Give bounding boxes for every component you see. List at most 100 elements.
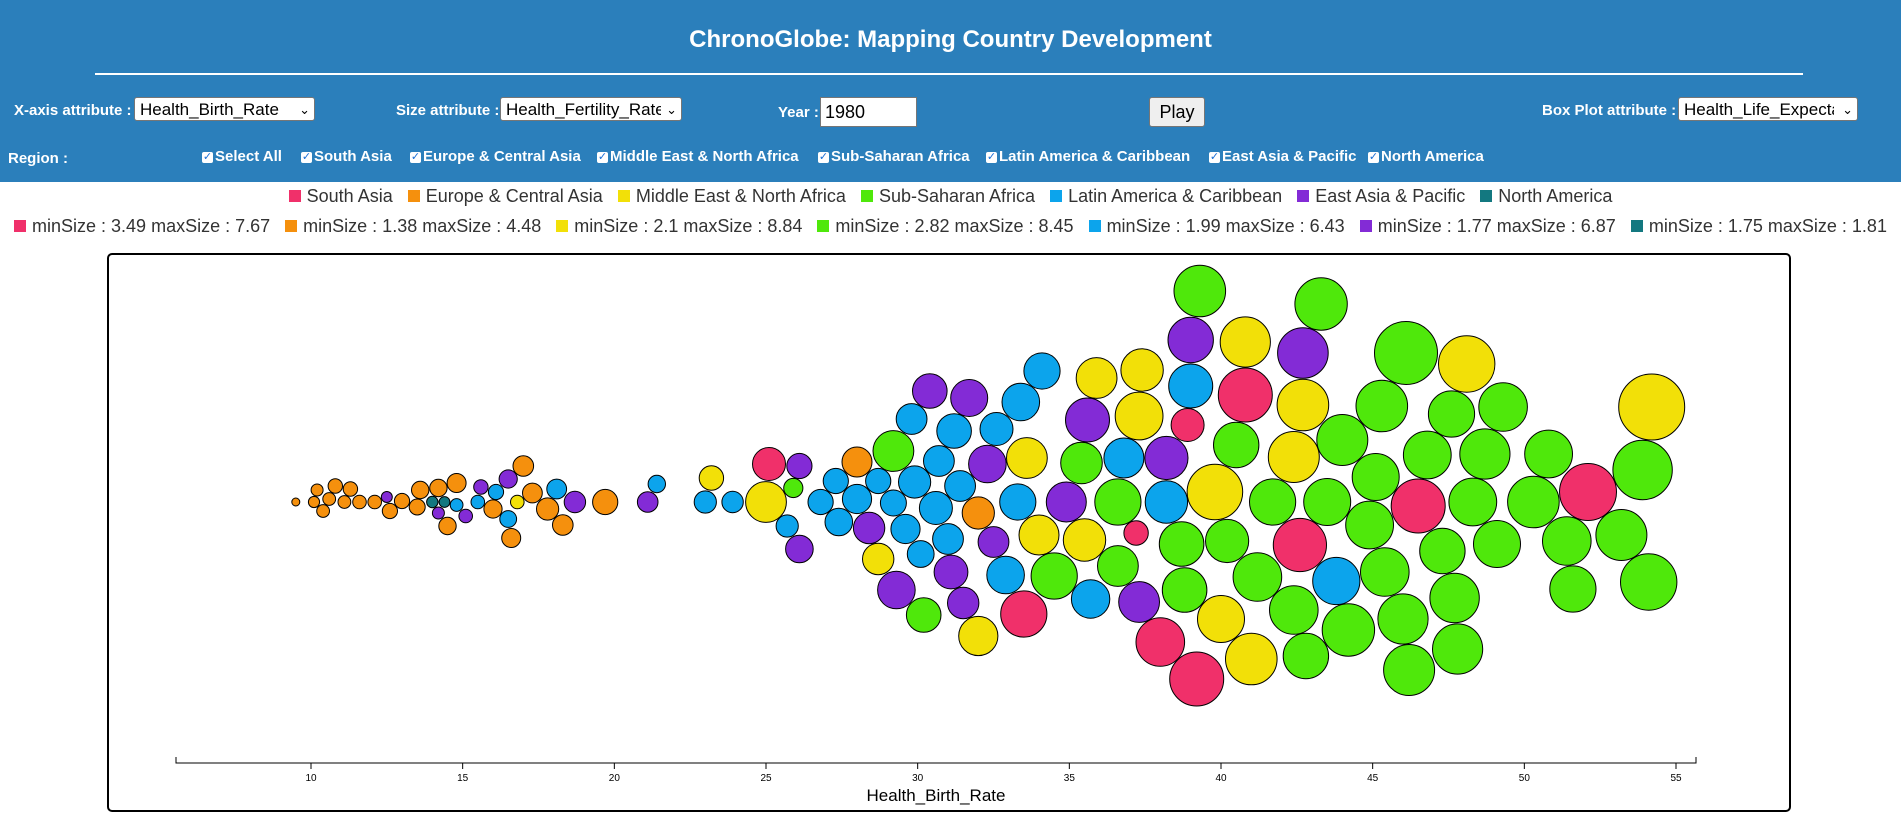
country-bubble-east-asia-pacific[interactable] xyxy=(1065,397,1110,443)
country-bubble-sub-saharan-africa[interactable] xyxy=(1094,478,1142,526)
country-bubble-europe-central-asia[interactable] xyxy=(552,514,574,536)
country-bubble-sub-saharan-africa[interactable] xyxy=(1316,414,1369,466)
country-bubble-sub-saharan-africa[interactable] xyxy=(1549,565,1597,613)
country-bubble-sub-saharan-africa[interactable] xyxy=(1507,475,1560,529)
country-bubble-sub-saharan-africa[interactable] xyxy=(1060,441,1103,485)
country-bubble-sub-saharan-africa[interactable] xyxy=(1355,379,1409,433)
xaxis-attribute-select[interactable]: Health_Birth_Rate ⌄ xyxy=(134,97,315,121)
country-bubble-europe-central-asia[interactable] xyxy=(393,492,411,510)
country-bubble-south-asia[interactable] xyxy=(1123,520,1149,546)
country-bubble-east-asia-pacific[interactable] xyxy=(785,534,814,564)
country-bubble-europe-central-asia[interactable] xyxy=(438,516,457,536)
country-bubble-middle-east-north-africa[interactable] xyxy=(1618,373,1686,441)
country-bubble-latin-america-caribbean[interactable] xyxy=(890,513,921,545)
country-bubble-middle-east-north-africa[interactable] xyxy=(1062,518,1107,562)
country-bubble-latin-america-caribbean[interactable] xyxy=(1144,480,1189,524)
country-bubble-east-asia-pacific[interactable] xyxy=(431,506,445,520)
country-bubble-middle-east-north-africa[interactable] xyxy=(1197,595,1245,643)
country-bubble-east-asia-pacific[interactable] xyxy=(950,379,989,417)
country-bubble-europe-central-asia[interactable] xyxy=(381,502,398,520)
region-checkbox-south-asia[interactable]: ✓ South Asia xyxy=(301,148,392,165)
country-bubble-south-asia[interactable] xyxy=(1170,408,1205,442)
country-bubble-sub-saharan-africa[interactable] xyxy=(1542,516,1592,566)
country-bubble-latin-america-caribbean[interactable] xyxy=(906,540,935,568)
country-bubble-sub-saharan-africa[interactable] xyxy=(1173,264,1227,318)
country-bubble-latin-america-caribbean[interactable] xyxy=(647,474,666,494)
country-bubble-europe-central-asia[interactable] xyxy=(522,482,543,504)
country-bubble-latin-america-caribbean[interactable] xyxy=(449,498,464,512)
country-bubble-sub-saharan-africa[interactable] xyxy=(1419,527,1466,575)
country-bubble-sub-saharan-africa[interactable] xyxy=(1232,552,1283,602)
country-bubble-europe-central-asia[interactable] xyxy=(429,478,448,498)
country-bubble-latin-america-caribbean[interactable] xyxy=(546,478,568,500)
country-bubble-latin-america-caribbean[interactable] xyxy=(999,483,1037,521)
country-bubble-sub-saharan-africa[interactable] xyxy=(1448,477,1498,527)
country-bubble-middle-east-north-africa[interactable] xyxy=(1006,437,1048,479)
country-bubble-sub-saharan-africa[interactable] xyxy=(1345,500,1394,550)
country-bubble-south-asia[interactable] xyxy=(1272,517,1328,573)
country-bubble-middle-east-north-africa[interactable] xyxy=(1186,463,1244,521)
year-input[interactable]: 1980 xyxy=(820,97,917,127)
region-checkbox-europe-central-asia[interactable]: ✓ Europe & Central Asia xyxy=(410,148,581,165)
country-bubble-south-asia[interactable] xyxy=(1559,463,1617,521)
country-bubble-latin-america-caribbean[interactable] xyxy=(1103,437,1145,479)
country-bubble-europe-central-asia[interactable] xyxy=(342,481,359,497)
country-bubble-sub-saharan-africa[interactable] xyxy=(1321,603,1376,657)
country-bubble-sub-saharan-africa[interactable] xyxy=(1377,593,1429,645)
country-bubble-east-asia-pacific[interactable] xyxy=(968,444,1007,484)
country-bubble-europe-central-asia[interactable] xyxy=(316,504,331,518)
country-bubble-east-asia-pacific[interactable] xyxy=(563,490,587,514)
country-bubble-europe-central-asia[interactable] xyxy=(483,499,503,519)
country-bubble-sub-saharan-africa[interactable] xyxy=(1294,277,1348,331)
country-bubble-europe-central-asia[interactable] xyxy=(310,483,324,497)
country-bubble-europe-central-asia[interactable] xyxy=(307,495,321,509)
country-bubble-middle-east-north-africa[interactable] xyxy=(1267,431,1320,483)
country-bubble-sub-saharan-africa[interactable] xyxy=(1429,572,1480,624)
country-bubble-latin-america-caribbean[interactable] xyxy=(487,483,505,501)
country-bubble-europe-central-asia[interactable] xyxy=(841,446,873,478)
country-bubble-europe-central-asia[interactable] xyxy=(322,492,337,506)
country-bubble-middle-east-north-africa[interactable] xyxy=(510,494,525,510)
country-bubble-north-america[interactable] xyxy=(426,495,439,509)
country-bubble-middle-east-north-africa[interactable] xyxy=(862,542,895,576)
country-bubble-middle-east-north-africa[interactable] xyxy=(1120,348,1164,392)
country-bubble-sub-saharan-africa[interactable] xyxy=(1158,521,1205,567)
country-bubble-sub-saharan-africa[interactable] xyxy=(905,597,942,633)
country-bubble-sub-saharan-africa[interactable] xyxy=(1360,547,1410,597)
country-bubble-latin-america-caribbean[interactable] xyxy=(822,467,849,495)
country-bubble-north-america[interactable] xyxy=(438,496,451,508)
boxplot-attribute-select[interactable]: Health_Life_Expectancy ⌄ xyxy=(1678,97,1858,121)
country-bubble-east-asia-pacific[interactable] xyxy=(498,469,518,489)
country-bubble-latin-america-caribbean[interactable] xyxy=(807,488,834,516)
country-bubble-sub-saharan-africa[interactable] xyxy=(1213,421,1260,469)
country-bubble-europe-central-asia[interactable] xyxy=(536,497,560,521)
country-bubble-europe-central-asia[interactable] xyxy=(291,497,301,507)
country-bubble-sub-saharan-africa[interactable] xyxy=(1524,429,1573,479)
country-bubble-latin-america-caribbean[interactable] xyxy=(693,490,717,514)
country-bubble-sub-saharan-africa[interactable] xyxy=(1030,552,1078,600)
country-bubble-middle-east-north-africa[interactable] xyxy=(1114,391,1164,441)
region-checkbox-middle-east-north-africa[interactable]: ✓ Middle East & North Africa xyxy=(597,148,799,165)
country-bubble-sub-saharan-africa[interactable] xyxy=(1620,553,1678,611)
country-bubble-middle-east-north-africa[interactable] xyxy=(1075,357,1118,399)
country-bubble-latin-america-caribbean[interactable] xyxy=(1070,579,1111,619)
country-bubble-sub-saharan-africa[interactable] xyxy=(1402,430,1452,480)
country-bubble-middle-east-north-africa[interactable] xyxy=(698,465,725,491)
region-checkbox-east-asia-pacific[interactable]: ✓ East Asia & Pacific xyxy=(1209,148,1357,165)
country-bubble-europe-central-asia[interactable] xyxy=(408,498,426,516)
country-bubble-south-asia[interactable] xyxy=(1217,367,1273,423)
country-bubble-latin-america-caribbean[interactable] xyxy=(1001,382,1041,422)
country-bubble-south-asia[interactable] xyxy=(1169,651,1225,707)
country-bubble-east-asia-pacific[interactable] xyxy=(1277,327,1329,379)
region-checkbox-select-all[interactable]: ✓ Select All xyxy=(202,148,282,165)
country-bubble-latin-america-caribbean[interactable] xyxy=(986,555,1025,595)
country-bubble-sub-saharan-africa[interactable] xyxy=(1383,644,1436,696)
country-bubble-east-asia-pacific[interactable] xyxy=(977,526,1010,558)
country-bubble-south-asia[interactable] xyxy=(1000,590,1048,638)
country-bubble-sub-saharan-africa[interactable] xyxy=(1303,478,1352,526)
country-bubble-sub-saharan-africa[interactable] xyxy=(1351,453,1400,501)
play-button[interactable]: Play xyxy=(1149,97,1205,127)
country-bubble-latin-america-caribbean[interactable] xyxy=(923,445,955,477)
country-bubble-europe-central-asia[interactable] xyxy=(446,473,467,493)
country-bubble-latin-america-caribbean[interactable] xyxy=(879,489,907,517)
